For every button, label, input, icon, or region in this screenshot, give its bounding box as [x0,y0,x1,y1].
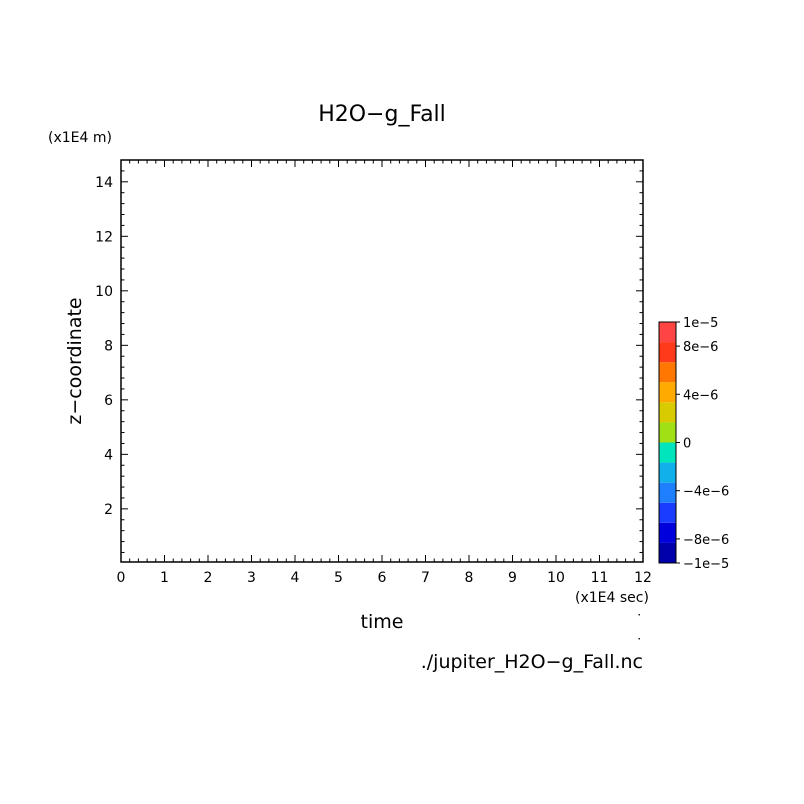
x-axis-title: time [361,611,404,633]
y-axis-title: z−coordinate [64,297,86,424]
marker-dot [638,614,640,616]
colorbar-tick-label: −4e−6 [683,485,729,500]
colorbar-swatch [659,542,676,563]
x-tick-label: 12 [634,570,652,586]
colorbar-tick-label: −1e−5 [683,557,729,572]
marker-dot [638,638,640,640]
y-tick-label: 14 [95,175,113,191]
y-tick-labels: 2 4 6 8 10 12 14 [95,175,113,518]
x-tick-label: 11 [591,570,609,586]
colorbar-swatch [659,482,676,503]
x-tick-label: 8 [465,570,474,586]
colorbar-swatch [659,362,676,383]
x-tick-label: 0 [117,570,126,586]
y-tick-label: 4 [104,447,113,463]
tick-marks [120,160,644,562]
colorbar-tick-label: 0 [683,437,691,452]
source-file-label: ./jupiter_H2O−g_Fall.nc [421,651,643,673]
x-tick-label: 2 [204,570,213,586]
plot-frame [120,159,644,563]
colorbar-labels: 1e−5 8e−6 4e−6 0 −4e−6 −8e−6 −1e−5 [683,316,729,572]
colorbar-swatch [659,382,676,403]
colorbar-tick-label: −8e−6 [683,533,729,548]
x-tick-label: 4 [291,570,300,586]
x-tick-labels: 0 1 2 3 4 5 6 7 8 9 10 11 12 [117,570,652,586]
colorbar-swatch [659,502,676,523]
colorbar-swatch [659,422,676,443]
y-tick-label: 10 [95,284,113,300]
colorbar [658,321,680,564]
colorbar-swatch [659,342,676,363]
colorbar-swatch [659,442,676,463]
colorbar-swatch [659,402,676,423]
x-tick-label: 6 [378,570,387,586]
x-tick-label: 10 [547,570,565,586]
colorbar-swatch [659,322,676,343]
colorbar-swatch [659,462,676,483]
x-tick-label: 7 [421,570,430,586]
x-unit-label: (x1E4 sec) [575,590,649,606]
chart-title: H2O−g_Fall [318,102,446,127]
x-tick-label: 9 [508,570,517,586]
colorbar-tick-label: 8e−6 [683,340,718,355]
x-tick-label: 3 [247,570,256,586]
y-tick-label: 6 [104,393,113,409]
y-tick-label: 2 [104,502,113,518]
colorbar-swatch [659,522,676,543]
x-tick-label: 5 [334,570,343,586]
x-tick-label: 1 [160,570,169,586]
y-tick-label: 8 [104,338,113,354]
y-tick-label: 12 [95,229,113,245]
y-unit-label: (x1E4 m) [48,130,112,146]
colorbar-tick-label: 4e−6 [683,388,718,403]
colorbar-tick-label: 1e−5 [683,316,718,331]
